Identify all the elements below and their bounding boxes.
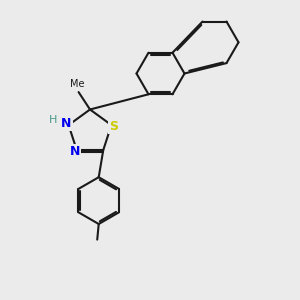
Text: N: N (70, 145, 80, 158)
Text: H: H (49, 115, 57, 124)
Text: S: S (109, 120, 118, 133)
Text: Me: Me (70, 79, 85, 89)
Text: N: N (61, 117, 72, 130)
